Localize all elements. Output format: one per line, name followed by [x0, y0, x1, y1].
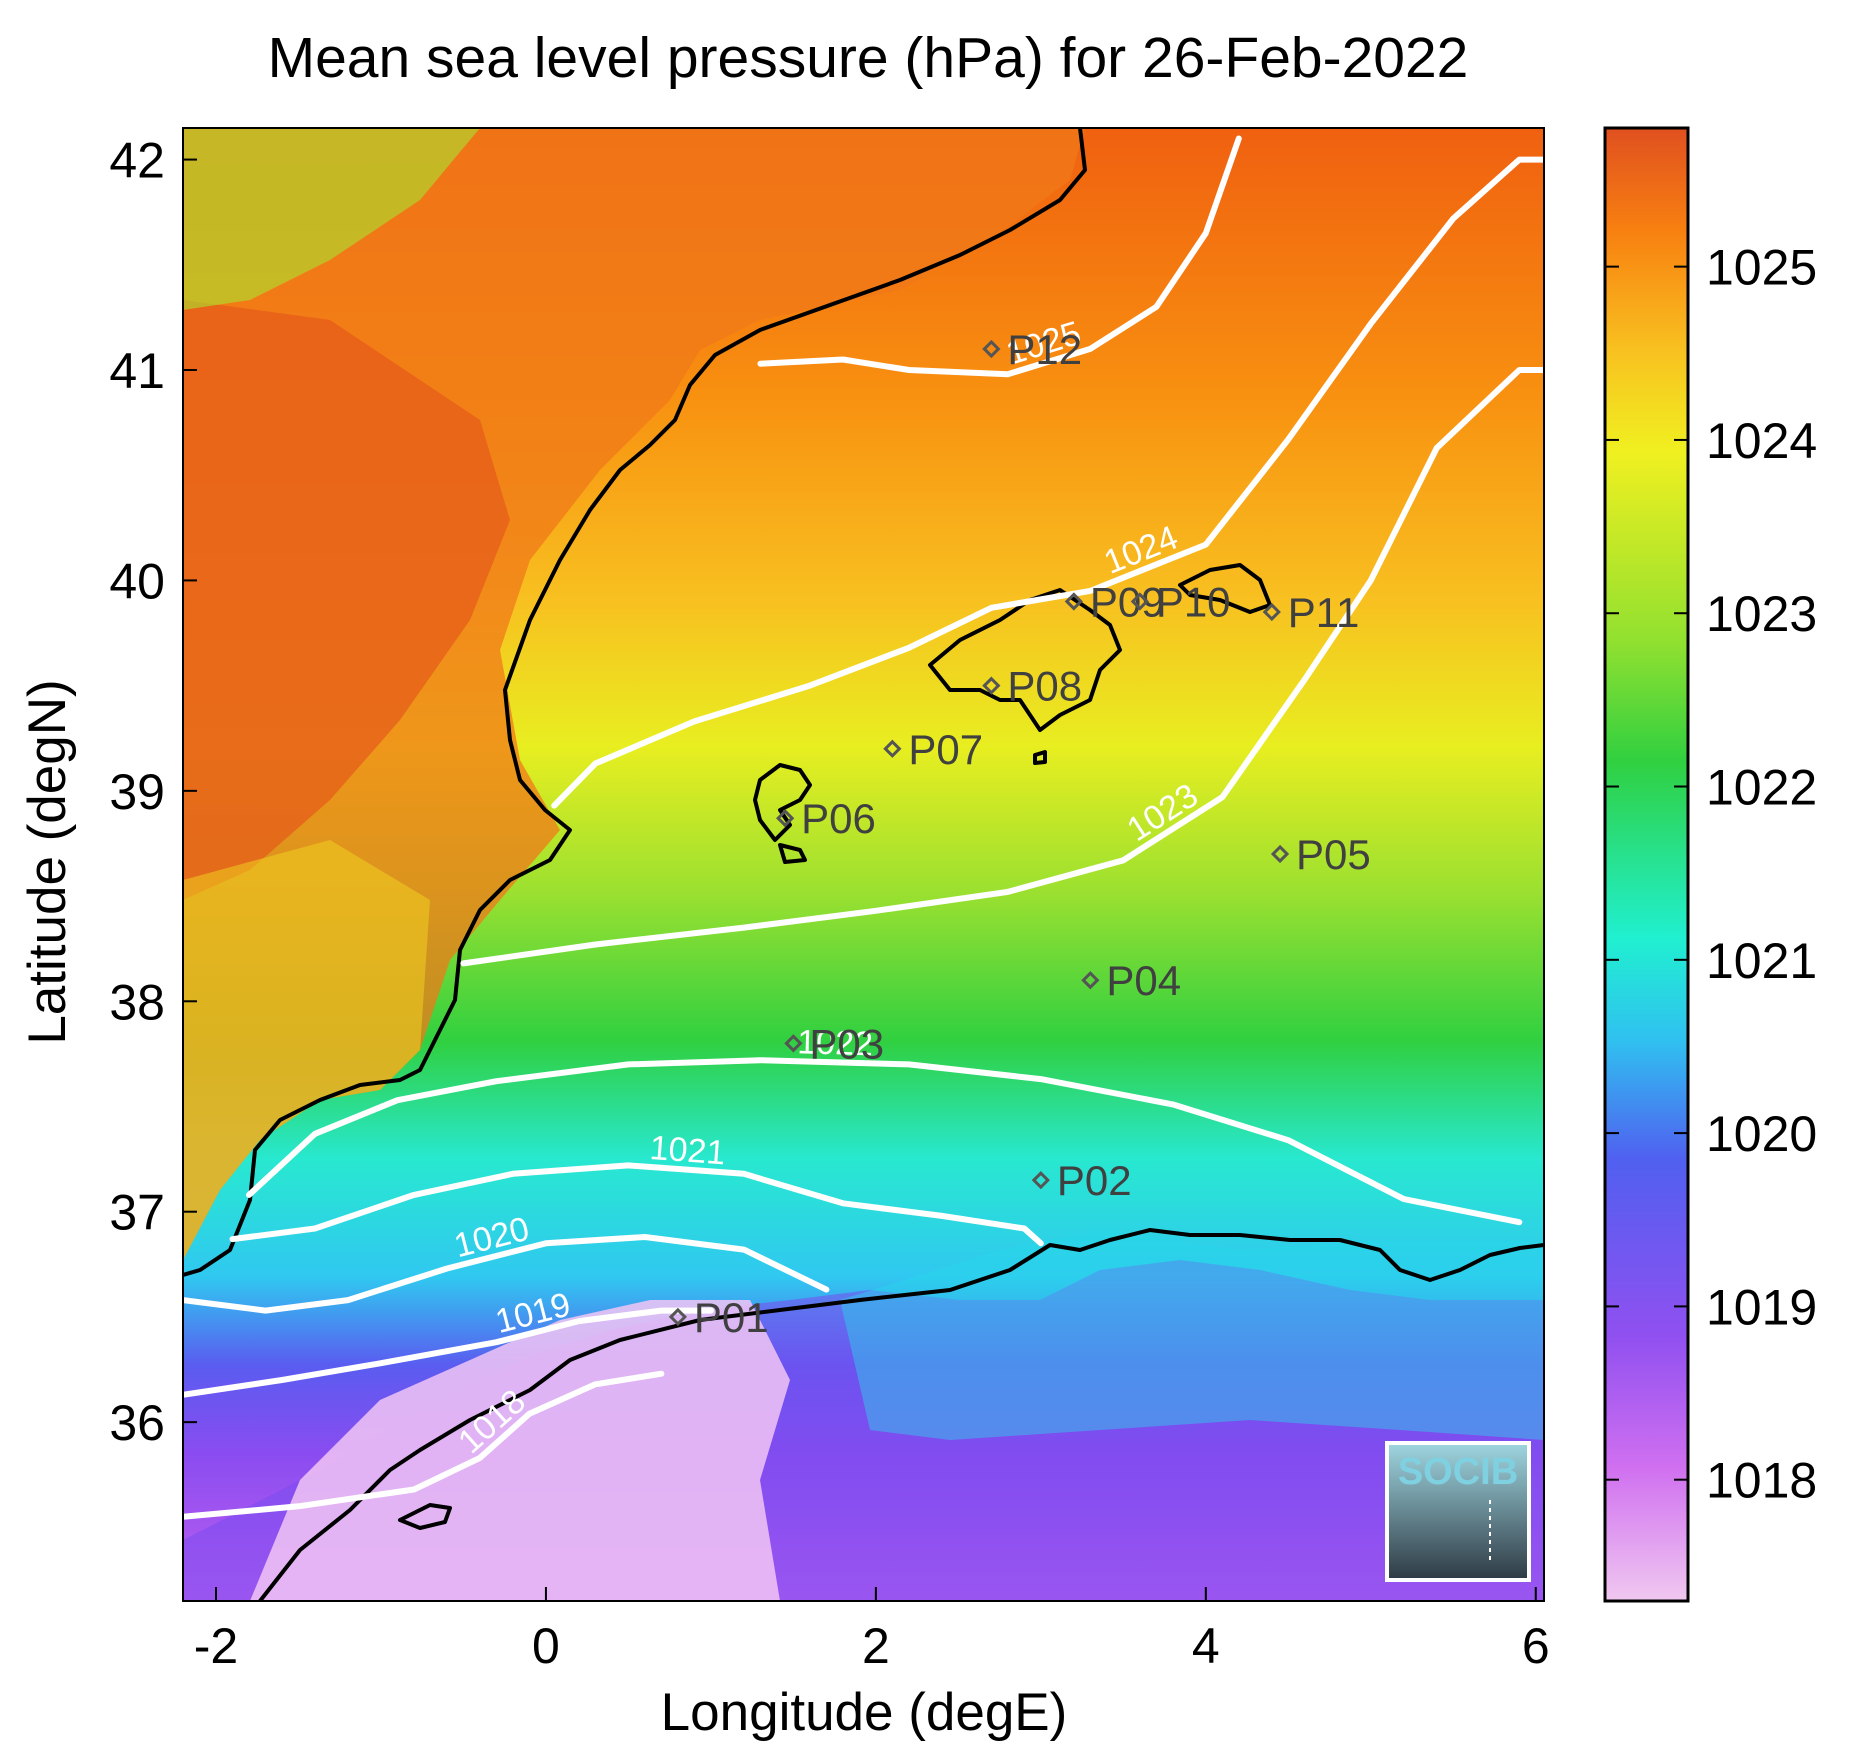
colorbar-tick-label: 1025 — [1706, 240, 1817, 296]
contour-line-1020 — [183, 1234, 830, 1314]
station-marker-P03[interactable] — [784, 1034, 803, 1053]
y-tick-label: 41 — [109, 343, 165, 399]
mallorca-coastline — [928, 588, 1122, 732]
x-tick-label: 4 — [1192, 1618, 1220, 1674]
colorbar-tick-label: 1018 — [1706, 1453, 1817, 1509]
station-marker-P07[interactable] — [883, 739, 902, 758]
y-tick-label: 42 — [109, 133, 165, 189]
africa-coastline — [258, 1228, 1544, 1601]
y-axis: 36 37 38 39 40 41 42 — [109, 133, 197, 1451]
station-marker-P05[interactable] — [1270, 844, 1290, 864]
station-label-P05: P05 — [1296, 831, 1371, 878]
colorbar: 1018 1019 1020 1021 1022 1023 1024 1025 — [1603, 126, 1817, 1603]
x-tick-label: 6 — [1522, 1618, 1550, 1674]
colorbar-tick-label: 1019 — [1706, 1279, 1817, 1335]
station-label-P09: P09 — [1090, 578, 1165, 625]
y-tick-label: 37 — [109, 1185, 165, 1241]
contour-line-1022 — [246, 1057, 1523, 1226]
colorbar-ticks: 1018 1019 1020 1021 1022 1023 1024 1025 — [1605, 240, 1817, 1509]
y-tick-label: 38 — [109, 974, 165, 1030]
station-label-P02: P02 — [1057, 1157, 1132, 1204]
plot-frame — [182, 127, 1545, 1602]
colorbar-tick-label: 1020 — [1706, 1106, 1817, 1162]
station-label-P07: P07 — [908, 726, 983, 773]
alboran-coastline — [398, 1503, 452, 1530]
colorbar-tick-label: 1024 — [1706, 413, 1817, 469]
station-marker-P12[interactable] — [982, 339, 1001, 359]
station-label-P01: P01 — [694, 1294, 769, 1341]
iberia-northwest-field — [183, 128, 480, 310]
x-tick-label: -2 — [194, 1618, 238, 1674]
formentera-coastline — [778, 843, 807, 864]
contour-line-1023 — [460, 367, 1544, 967]
station-label-P08: P08 — [1007, 663, 1082, 710]
station-label-P04: P04 — [1106, 957, 1181, 1004]
iberia-interior-field — [183, 300, 510, 900]
station-marker-P01[interactable] — [668, 1307, 688, 1327]
colorbar-tick-label: 1022 — [1706, 760, 1817, 816]
cabrera-coastline — [1033, 750, 1047, 765]
africa-coastal-field — [840, 1230, 1544, 1440]
x-tick-label: 0 — [532, 1618, 560, 1674]
station-marker-P10[interactable] — [1130, 592, 1149, 611]
socib-logo-text: SOCIB — [1398, 1451, 1518, 1493]
contour-line-1019 — [183, 1307, 714, 1398]
station-marker-P04[interactable] — [1081, 971, 1100, 990]
station-marker-P06[interactable] — [776, 809, 795, 828]
contour-line-1021 — [229, 1162, 1044, 1247]
contour-line-1018 — [183, 1370, 665, 1520]
station-marker-P11[interactable] — [1262, 602, 1281, 622]
x-axis: -2 0 2 4 6 — [194, 1587, 1550, 1674]
y-tick-label: 36 — [109, 1395, 165, 1451]
station-label-P06: P06 — [801, 795, 876, 842]
x-tick-label: 2 — [862, 1618, 890, 1674]
chart-title: Mean sea level pressure (hPa) for 26-Feb… — [268, 26, 1469, 90]
iberia-south-field — [183, 840, 430, 1260]
contour-label: 1021 — [648, 1129, 726, 1172]
station-label-P12: P12 — [1007, 326, 1082, 373]
colorbar-tick-label: 1021 — [1706, 933, 1817, 989]
contour-label: 1022 — [797, 1023, 874, 1063]
station-marker-P02[interactable] — [1031, 1171, 1050, 1190]
socib-logo-frame — [1385, 1441, 1531, 1582]
colorbar-tick-label: 1023 — [1706, 586, 1817, 642]
y-axis-label: Latitude (degN) — [18, 679, 77, 1044]
colorbar-gradient — [1603, 126, 1690, 1603]
socib-logo: SOCIB — [1385, 1441, 1531, 1582]
y-tick-label: 40 — [109, 553, 165, 609]
x-axis-label: Longitude (degE) — [661, 1683, 1068, 1742]
contour-line-1024 — [551, 156, 1544, 809]
station-marker-P09[interactable] — [1064, 592, 1083, 611]
iberia-coastline — [183, 128, 1087, 1277]
contour-line-1025 — [757, 135, 1242, 378]
station-label-P03: P03 — [809, 1020, 884, 1067]
station-marker-P08[interactable] — [982, 676, 1001, 695]
station-label-P10: P10 — [1156, 578, 1231, 625]
station-label-P11: P11 — [1288, 589, 1360, 636]
y-tick-label: 39 — [109, 764, 165, 820]
ibiza-coastline — [753, 763, 812, 842]
